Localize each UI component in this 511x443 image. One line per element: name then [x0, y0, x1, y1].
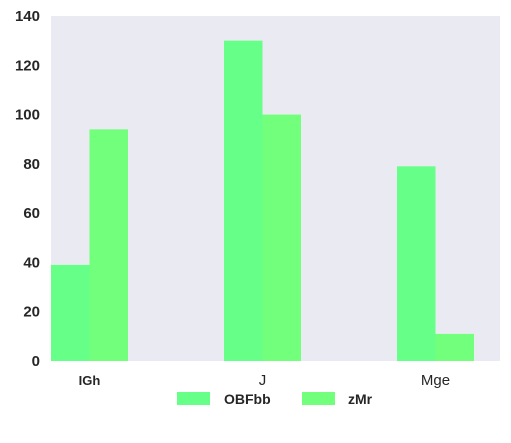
- y-tick-label: 0: [32, 353, 40, 370]
- legend-swatch-OBFbb: [177, 392, 210, 405]
- y-tick-label: 140: [15, 8, 40, 25]
- bar-zMr-Mge: [435, 333, 474, 361]
- y-axis: 0 20 40 60 80 100 120 140: [15, 8, 40, 370]
- bar-zMr-IGh: [89, 129, 128, 361]
- x-tick-label: IGh: [79, 373, 101, 388]
- x-tick-label: J: [259, 372, 267, 389]
- bar-zMr-J: [262, 114, 301, 361]
- legend-swatch-zMr: [302, 392, 335, 405]
- bar-OBFbb-Mge: [397, 166, 436, 361]
- bar-OBFbb-IGh: [51, 264, 90, 361]
- legend: OBFbb zMr: [177, 391, 373, 407]
- y-tick-label: 60: [23, 205, 40, 222]
- y-tick-label: 120: [15, 57, 40, 74]
- legend-label-OBFbb: OBFbb: [224, 391, 271, 407]
- x-axis: IGh J Mge: [79, 372, 450, 389]
- y-tick-label: 20: [23, 304, 40, 321]
- legend-label-zMr: zMr: [348, 391, 373, 407]
- y-tick-label: 40: [23, 254, 40, 271]
- x-tick-label: Mge: [421, 372, 450, 389]
- bars-layer: [51, 40, 474, 362]
- y-tick-label: 100: [15, 107, 40, 124]
- bar-OBFbb-J: [224, 40, 263, 362]
- y-tick-label: 80: [23, 156, 40, 173]
